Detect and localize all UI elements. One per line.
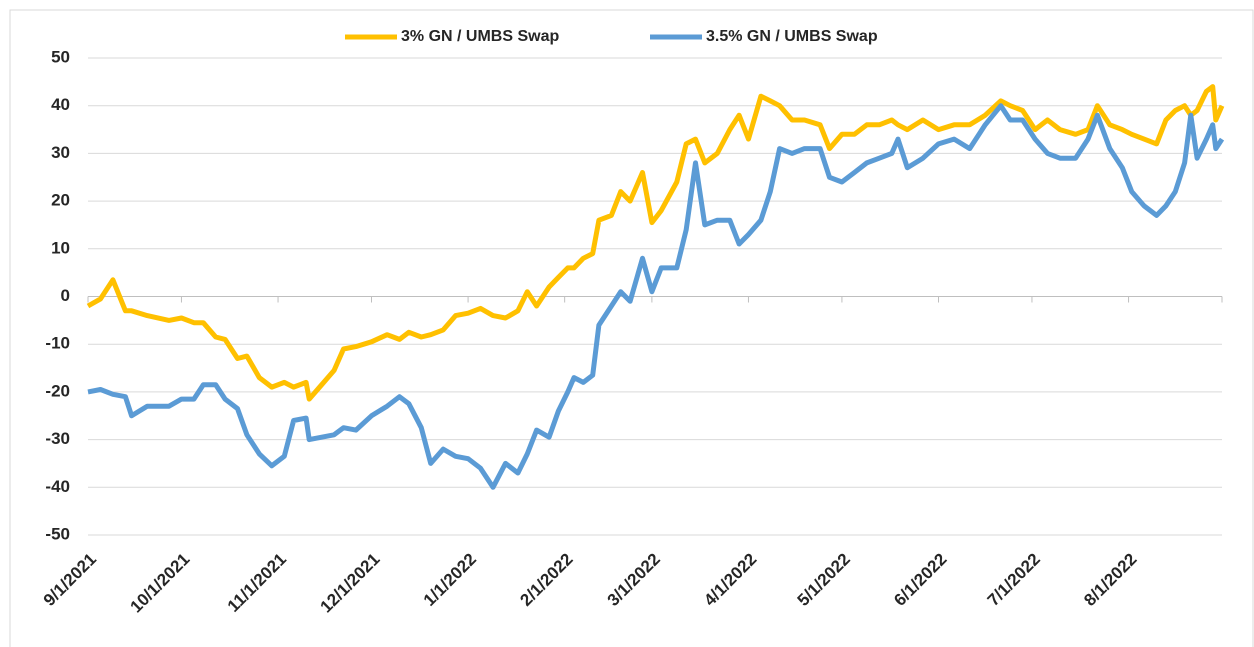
legend-label: 3% GN / UMBS Swap — [401, 28, 559, 45]
y-tick-label: 10 — [51, 238, 70, 257]
y-tick-label: -30 — [45, 429, 70, 448]
series-line — [86, 84, 1225, 402]
x-tick-label: 11/1/2021 — [224, 550, 290, 616]
x-tick-label: 4/1/2022 — [700, 550, 760, 610]
x-tick-label: 7/1/2022 — [984, 550, 1044, 610]
x-tick-label: 12/1/2021 — [317, 550, 384, 617]
x-tick-label: 5/1/2022 — [794, 550, 854, 610]
x-tick-label: 1/1/2022 — [420, 550, 480, 610]
series-line — [87, 103, 1225, 490]
y-tick-label: -10 — [45, 334, 70, 353]
y-tick-label: -40 — [45, 477, 70, 496]
y-tick-label: -50 — [45, 524, 70, 543]
x-tick-label: 3/1/2022 — [604, 550, 664, 610]
y-tick-label: -20 — [45, 381, 70, 400]
y-tick-label: 50 — [51, 47, 70, 66]
y-tick-label: 30 — [51, 143, 70, 162]
x-tick-label: 6/1/2022 — [890, 550, 950, 610]
x-tick-label: 10/1/2021 — [127, 550, 194, 617]
y-tick-label: 20 — [51, 191, 70, 210]
x-tick-label: 9/1/2021 — [40, 550, 100, 610]
legend-label: 3.5% GN / UMBS Swap — [706, 28, 878, 45]
y-tick-label: 40 — [51, 95, 70, 114]
chart-border — [9, 9, 1254, 647]
y-tick-label: 0 — [61, 286, 70, 305]
x-tick-label: 8/1/2022 — [1080, 550, 1140, 610]
x-tick-label: 2/1/2022 — [516, 550, 576, 610]
